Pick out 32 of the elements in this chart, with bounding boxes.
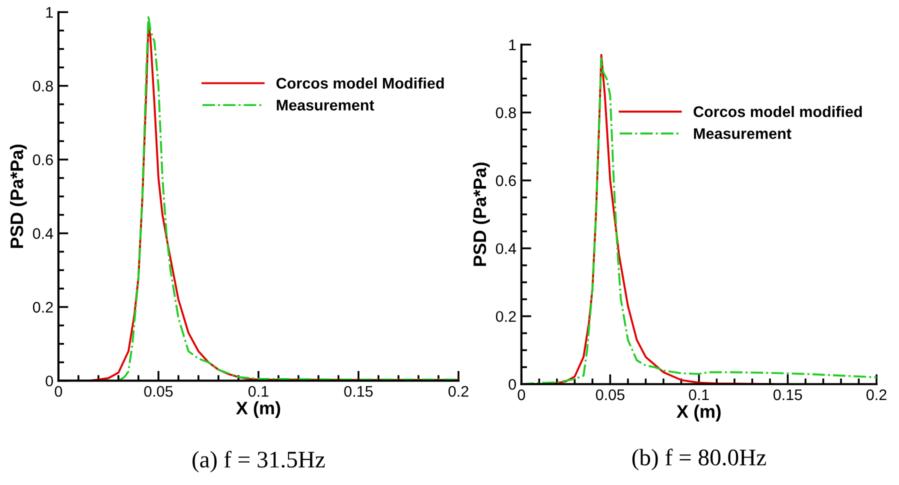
text: (b) f = 80.0Hz	[632, 448, 766, 470]
y-tick-label: 0.2	[32, 302, 53, 313]
legend-label: Corcos model Modified	[276, 77, 444, 89]
y-tick-label: 1	[509, 40, 516, 50]
legend-label: Measurement	[276, 100, 374, 111]
x-axis-title: X (m)	[676, 404, 721, 422]
legend-label: Measurement	[694, 128, 792, 140]
y-tick-label: 0.8	[32, 80, 53, 92]
x-tick-label: 0.1	[248, 386, 268, 397]
y-axis-title: PSD (Pa*Pa)	[10, 144, 27, 248]
y-tick-label: 0.6	[32, 154, 53, 166]
x-tick-label: 0.15	[344, 386, 373, 397]
y-tick-label: 0	[508, 378, 516, 390]
x-tick-label: 0.2	[866, 389, 886, 400]
y-tick-label: 0.2	[496, 311, 516, 322]
x-axis-title: X (m)	[236, 401, 280, 418]
y-tick-label: 0.4	[32, 228, 54, 239]
x-tick-label: 0	[518, 389, 526, 400]
x-tick-label: 0.05	[144, 386, 173, 397]
y-tick-label: 0.6	[496, 175, 516, 186]
y-axis-title: PSD (Pa*Pa)	[472, 162, 490, 266]
y-tick-label: 0	[46, 376, 53, 386]
y-tick-label: 0.4	[496, 243, 516, 254]
x-tick-label: 0	[54, 386, 62, 397]
x-tick-label: 0.1	[688, 389, 709, 400]
y-tick-label: 0.8	[496, 107, 516, 118]
y-tick-label: 1	[46, 7, 53, 18]
x-tick-label: 0.05	[596, 389, 624, 400]
text: (a) f = 31.5Hz	[192, 450, 325, 472]
x-tick-label: 0.2	[448, 386, 468, 397]
legend-label: Corcos model modified	[694, 106, 862, 118]
x-tick-label: 0.15	[773, 389, 802, 400]
